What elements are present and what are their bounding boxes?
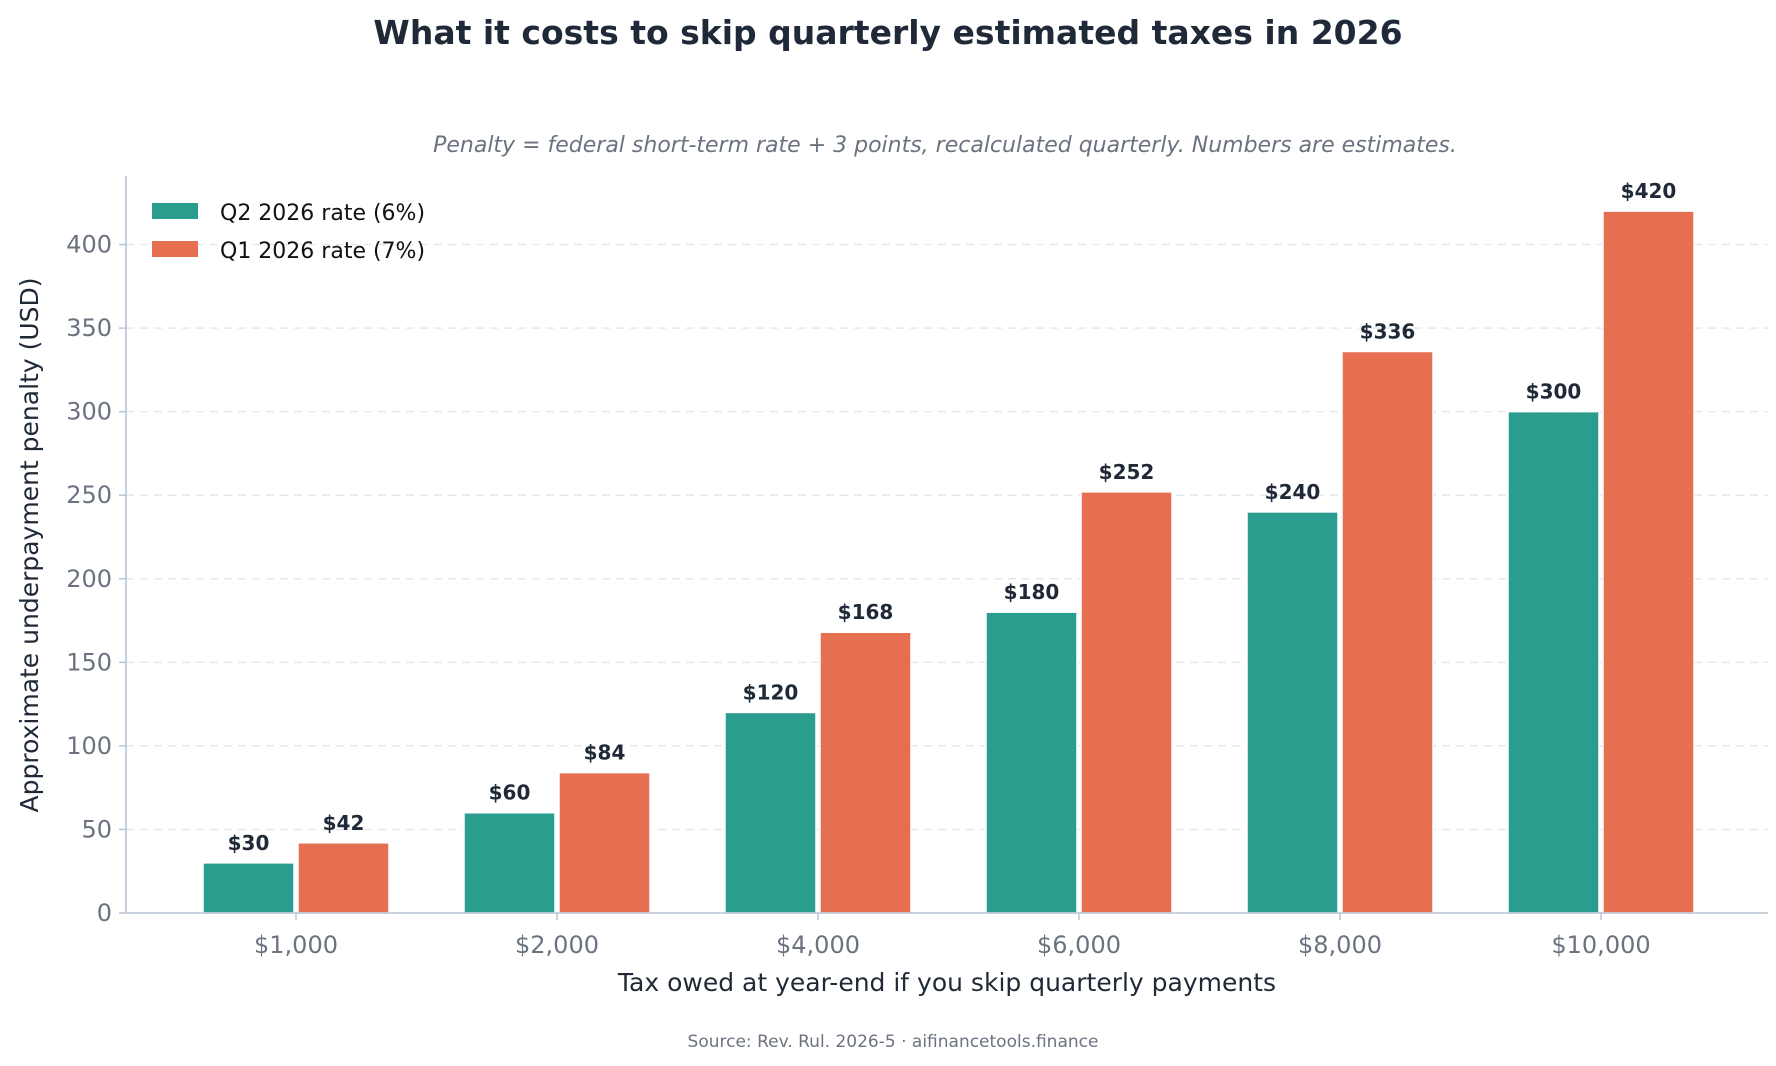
gridlines (126, 243, 1768, 831)
bar-q1-rate (1080, 491, 1173, 914)
bar-value-label: $42 (323, 811, 365, 835)
bar-q1-rate (297, 842, 390, 914)
x-tick-label: $10,000 (1551, 931, 1650, 959)
chart-title: What it costs to skip quarterly estimate… (373, 13, 1402, 52)
y-tick-label: 200 (66, 565, 112, 593)
bar-q1-rate (1602, 210, 1695, 914)
bar-value-label: $240 (1265, 480, 1321, 504)
bar-value-label: $180 (1004, 580, 1060, 604)
legend-swatch-q2 (152, 203, 198, 219)
legend-swatch-q1 (152, 241, 198, 257)
bars (202, 210, 1695, 914)
chart-subtitle: Penalty = federal short-term rate + 3 po… (433, 133, 1457, 158)
bar-q1-rate (558, 771, 651, 914)
y-tick-label: 100 (66, 732, 112, 760)
bar-value-label: $168 (838, 600, 894, 624)
legend: Q2 2026 rate (6%) Q1 2026 rate (7%) (152, 201, 425, 264)
x-axis-title: Tax owed at year-end if you skip quarter… (617, 968, 1276, 997)
x-tick-label: $1,000 (254, 931, 338, 959)
bar-q2-rate (202, 862, 295, 914)
bar-value-label: $84 (584, 741, 626, 765)
bar-q2-rate (1507, 410, 1600, 914)
x-tick-label: $6,000 (1037, 931, 1121, 959)
bar-value-label: $336 (1360, 319, 1416, 343)
y-tick-label: 300 (66, 398, 112, 426)
x-tick-label: $8,000 (1298, 931, 1382, 959)
bar-q2-rate (985, 611, 1078, 914)
legend-label-q2: Q2 2026 rate (6%) (220, 201, 425, 226)
bar-value-label: $300 (1526, 380, 1582, 404)
y-tick-label: 150 (66, 648, 112, 676)
x-axis-ticks: $1,000 $2,000 $4,000 $6,000 $8,000 $10,000 (254, 913, 1651, 959)
y-tick-label: 400 (66, 231, 112, 259)
y-axis-title: Approximate underpayment penalty (USD) (15, 278, 44, 813)
bar-value-label: $420 (1621, 179, 1677, 203)
x-tick-label: $4,000 (776, 931, 860, 959)
bar-q2-rate (724, 711, 817, 914)
bar-q2-rate (1246, 511, 1339, 914)
y-tick-label: 0 (97, 899, 112, 927)
bar-value-label: $60 (489, 781, 531, 805)
legend-label-q1: Q1 2026 rate (7%) (220, 239, 425, 264)
y-axis-ticks: 0 50 100 150 200 250 300 350 400 (66, 231, 126, 927)
y-tick-label: 350 (66, 314, 112, 342)
bar-value-label: $120 (743, 680, 799, 704)
bar-q1-rate (1341, 350, 1434, 914)
source-note: Source: Rev. Rul. 2026-5 · aifinancetool… (688, 1032, 1099, 1052)
y-tick-label: 250 (66, 481, 112, 509)
bar-q2-rate (463, 811, 556, 914)
x-tick-label: $2,000 (515, 931, 599, 959)
bar-value-label: $30 (228, 831, 270, 855)
y-tick-label: 50 (81, 815, 112, 843)
bar-q1-rate (819, 631, 912, 914)
bar-value-labels: $30 $60 $120 $180 $240 $300 $42 $84 $168 $252 $336… (228, 179, 1677, 855)
bar-value-label: $252 (1099, 460, 1155, 484)
